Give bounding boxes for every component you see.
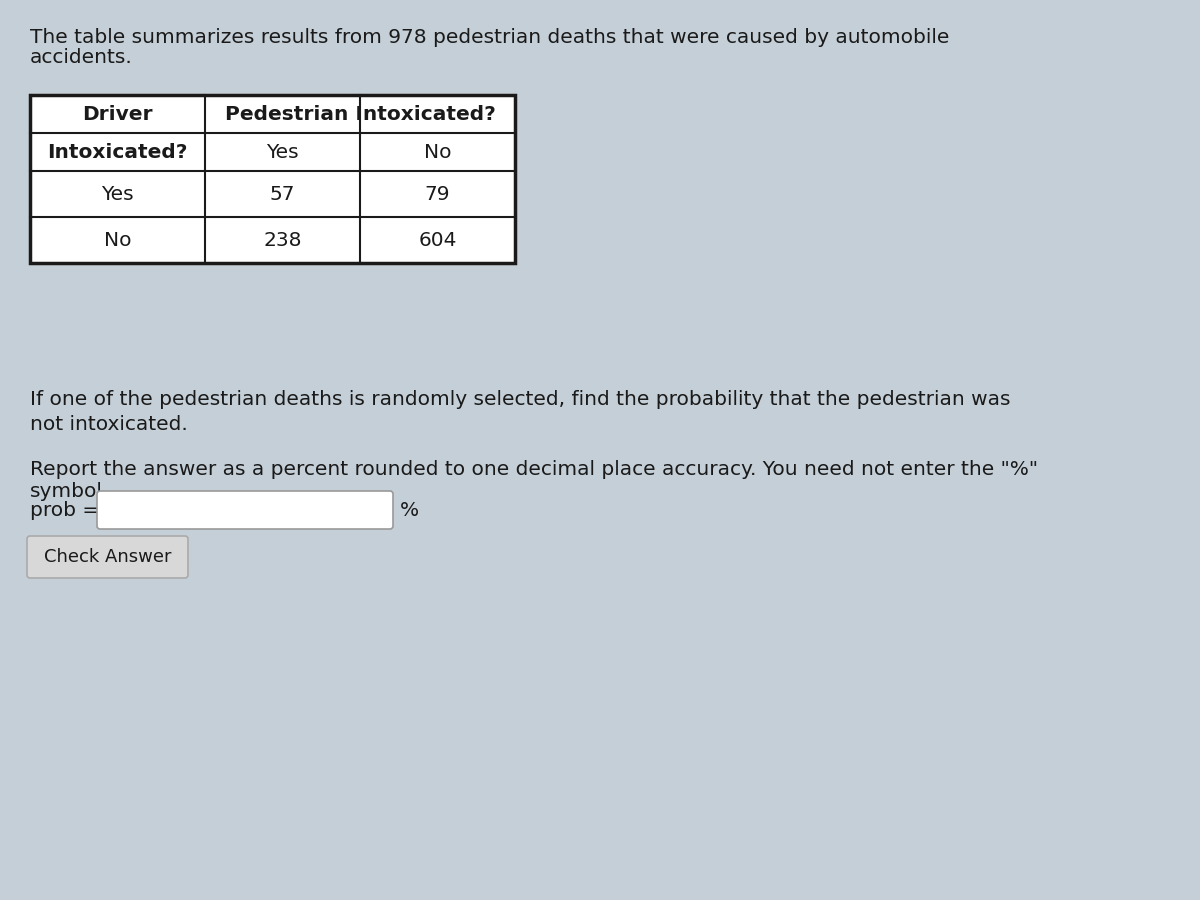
- Text: Yes: Yes: [266, 142, 299, 161]
- Text: Driver: Driver: [83, 104, 152, 123]
- Text: not intoxicated.: not intoxicated.: [30, 415, 187, 434]
- Text: %: %: [400, 500, 419, 519]
- Text: accidents.: accidents.: [30, 48, 133, 67]
- Bar: [30, 95, 515, 263]
- Text: symbol.: symbol.: [30, 482, 109, 501]
- Text: 238: 238: [263, 230, 301, 249]
- Text: No: No: [424, 142, 451, 161]
- Text: Intoxicated?: Intoxicated?: [47, 142, 187, 161]
- Text: prob =: prob =: [30, 500, 100, 519]
- Text: No: No: [103, 230, 131, 249]
- Text: The table summarizes results from 978 pedestrian deaths that were caused by auto: The table summarizes results from 978 pe…: [30, 28, 949, 47]
- FancyBboxPatch shape: [28, 536, 188, 578]
- Text: If one of the pedestrian deaths is randomly selected, find the probability that : If one of the pedestrian deaths is rando…: [30, 390, 1010, 409]
- Text: 57: 57: [270, 184, 295, 203]
- Text: Yes: Yes: [101, 184, 134, 203]
- Text: Report the answer as a percent rounded to one decimal place accuracy. You need n: Report the answer as a percent rounded t…: [30, 460, 1038, 479]
- Text: Pedestrian Intoxicated?: Pedestrian Intoxicated?: [224, 104, 496, 123]
- FancyBboxPatch shape: [97, 491, 394, 529]
- Text: 79: 79: [425, 184, 450, 203]
- Text: Check Answer: Check Answer: [43, 548, 172, 566]
- Text: 604: 604: [419, 230, 457, 249]
